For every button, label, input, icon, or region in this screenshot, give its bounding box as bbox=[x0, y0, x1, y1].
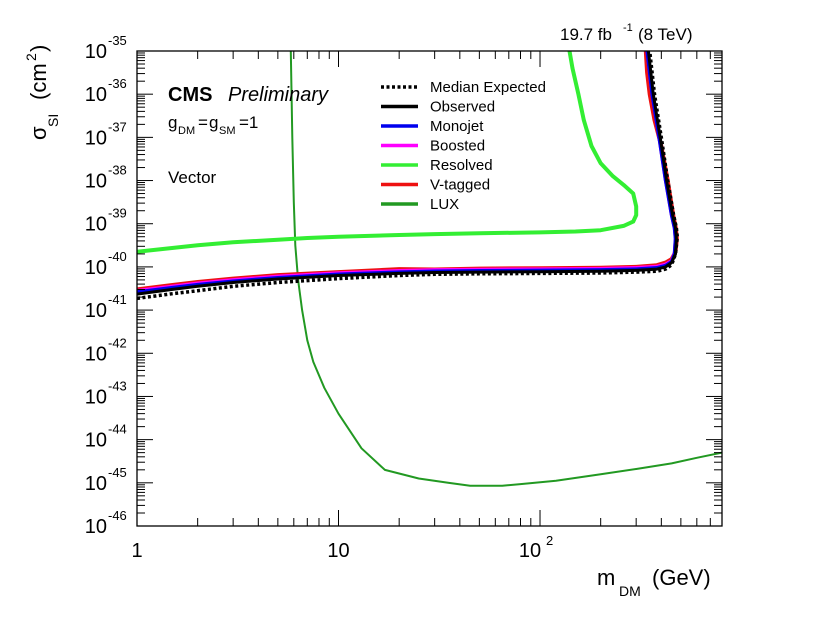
svg-text:2: 2 bbox=[546, 533, 553, 548]
series-line-lux bbox=[289, 51, 722, 487]
legend-label: Monojet bbox=[430, 118, 484, 135]
luminosity-label: 19.7 fb bbox=[560, 25, 612, 44]
x-axis-title-unit: (GeV) bbox=[652, 565, 711, 590]
svg-text:-40: -40 bbox=[108, 249, 127, 264]
y-tick-label: 10-45 bbox=[85, 465, 127, 495]
x-tick-label: 1 bbox=[131, 540, 142, 562]
y-axis-title-sub: SI bbox=[45, 114, 61, 127]
model-label: Vector bbox=[168, 168, 217, 187]
series-line-observed bbox=[137, 51, 678, 296]
svg-text:-37: -37 bbox=[108, 119, 127, 134]
axis-tick-labels: 1 10 10 210-4610-4510-4410-4310-4210-4110-4… bbox=[85, 33, 554, 562]
svg-text:10: 10 bbox=[85, 257, 107, 279]
svg-text:-39: -39 bbox=[108, 206, 127, 221]
series-line-median-expected bbox=[137, 51, 680, 301]
luminosity-exponent: -1 bbox=[623, 22, 633, 34]
legend-item-resolved: Resolved bbox=[381, 157, 493, 174]
coupling-eq1: = bbox=[198, 113, 208, 132]
x-axis-title-main: m bbox=[597, 565, 615, 590]
y-tick-label: 10-44 bbox=[85, 422, 127, 452]
legend-label: V-tagged bbox=[430, 177, 490, 194]
svg-text:10: 10 bbox=[85, 430, 107, 452]
coupling-g1-sub: DM bbox=[178, 125, 195, 137]
y-axis-title-unit-close: ) bbox=[26, 45, 51, 52]
svg-text:10: 10 bbox=[85, 84, 107, 106]
legend: Median Expected Observed Monojet Boosted Res… bbox=[381, 79, 546, 213]
y-tick-label: 10-35 bbox=[85, 33, 127, 63]
svg-text:10: 10 bbox=[519, 540, 541, 562]
legend-item-median-expected: Median Expected bbox=[381, 79, 546, 96]
y-tick-label: 10-39 bbox=[85, 206, 127, 236]
svg-text:-43: -43 bbox=[108, 378, 127, 393]
x-tick-label: 10 2 bbox=[519, 533, 553, 562]
series-line-monojet bbox=[137, 51, 678, 294]
series-line-v-tagged bbox=[137, 51, 679, 292]
cms-label: CMS bbox=[168, 84, 212, 106]
legend-item-observed: Observed bbox=[381, 99, 495, 116]
svg-text:10: 10 bbox=[85, 127, 107, 149]
legend-label: LUX bbox=[430, 196, 459, 213]
coupling-label: g DM = g SM =1 bbox=[168, 113, 258, 137]
y-tick-label: 10-46 bbox=[85, 508, 127, 538]
legend-item-monojet: Monojet bbox=[381, 118, 484, 135]
legend-item-boosted: Boosted bbox=[381, 138, 485, 155]
legend-label: Boosted bbox=[430, 138, 485, 155]
svg-text:-46: -46 bbox=[108, 508, 127, 523]
energy-label: (8 TeV) bbox=[638, 25, 693, 44]
series-line-resolved bbox=[137, 51, 639, 254]
legend-label: Median Expected bbox=[430, 79, 546, 96]
axis-ticks bbox=[136, 50, 723, 527]
svg-text:-41: -41 bbox=[108, 292, 127, 307]
svg-text:-44: -44 bbox=[108, 422, 127, 437]
legend-item-v-tagged: V-tagged bbox=[381, 177, 490, 194]
y-axis-title-unit-exp: 2 bbox=[23, 53, 39, 61]
y-tick-label: 10-37 bbox=[85, 119, 127, 149]
svg-text:-35: -35 bbox=[108, 33, 127, 48]
svg-text:-36: -36 bbox=[108, 76, 127, 91]
x-tick-label: 10 bbox=[327, 540, 349, 562]
svg-text:10: 10 bbox=[85, 386, 107, 408]
y-axis-title-main: σ bbox=[26, 126, 51, 140]
plot-frame bbox=[136, 50, 723, 527]
svg-text:10: 10 bbox=[85, 473, 107, 495]
preliminary-label: Preliminary bbox=[228, 84, 329, 106]
y-tick-label: 10-41 bbox=[85, 292, 127, 322]
svg-text:1: 1 bbox=[131, 540, 142, 562]
legend-item-lux: LUX bbox=[381, 196, 459, 213]
svg-text:10: 10 bbox=[85, 171, 107, 193]
y-axis-title-unit-open: (cm bbox=[26, 63, 51, 100]
coupling-g1: g bbox=[168, 113, 177, 132]
coupling-eq2: =1 bbox=[239, 113, 258, 132]
y-tick-label: 10-36 bbox=[85, 76, 127, 106]
curves-layer bbox=[137, 51, 722, 487]
y-tick-label: 10-43 bbox=[85, 378, 127, 408]
svg-text:10: 10 bbox=[327, 540, 349, 562]
y-tick-label: 10-42 bbox=[85, 335, 127, 365]
svg-text:-38: -38 bbox=[108, 163, 127, 178]
svg-text:10: 10 bbox=[85, 214, 107, 236]
x-axis-title-sub: DM bbox=[619, 583, 641, 599]
svg-text:10: 10 bbox=[85, 516, 107, 538]
y-tick-label: 10-38 bbox=[85, 163, 127, 193]
y-tick-label: 10-40 bbox=[85, 249, 127, 279]
series-line-boosted bbox=[137, 51, 678, 293]
svg-text:10: 10 bbox=[85, 343, 107, 365]
legend-label: Observed bbox=[430, 99, 495, 116]
x-axis-title: m DM (GeV) bbox=[597, 565, 711, 599]
svg-text:10: 10 bbox=[85, 41, 107, 63]
svg-text:10: 10 bbox=[85, 300, 107, 322]
svg-text:-42: -42 bbox=[108, 335, 127, 350]
legend-label: Resolved bbox=[430, 157, 493, 174]
coupling-g2-sub: SM bbox=[219, 125, 236, 137]
svg-text:-45: -45 bbox=[108, 465, 127, 480]
y-axis-title: σ SI (cm 2 ) bbox=[23, 45, 61, 140]
coupling-g2: g bbox=[209, 113, 218, 132]
